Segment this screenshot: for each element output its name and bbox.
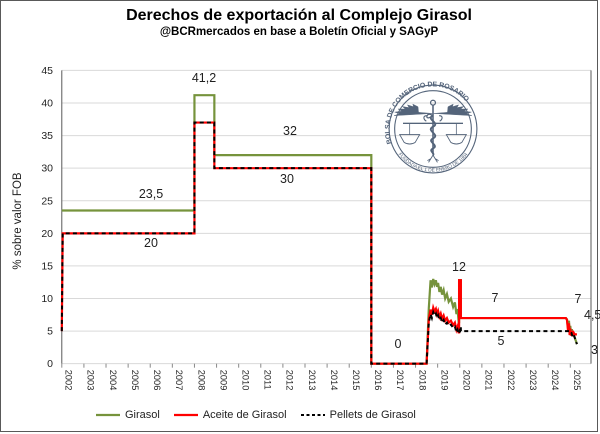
- svg-text:2019: 2019: [439, 370, 449, 391]
- svg-text:23,5: 23,5: [139, 187, 163, 201]
- svg-text:2005: 2005: [130, 370, 140, 391]
- svg-text:32: 32: [283, 124, 297, 138]
- svg-text:4,5: 4,5: [584, 308, 600, 322]
- svg-text:7: 7: [575, 292, 582, 306]
- svg-text:10: 10: [41, 293, 53, 305]
- svg-text:2011: 2011: [263, 370, 273, 390]
- svg-text:2015: 2015: [351, 370, 361, 391]
- svg-text:2008: 2008: [196, 370, 206, 391]
- svg-text:40: 40: [41, 98, 53, 110]
- svg-text:2006: 2006: [152, 370, 162, 391]
- svg-text:2016: 2016: [373, 370, 383, 391]
- svg-text:5: 5: [47, 326, 53, 338]
- svg-text:2023: 2023: [528, 370, 538, 391]
- svg-text:5: 5: [498, 334, 505, 348]
- svg-text:2025: 2025: [572, 370, 582, 391]
- svg-text:35: 35: [41, 130, 53, 142]
- svg-text:41,2: 41,2: [192, 71, 216, 85]
- svg-text:30: 30: [41, 163, 53, 175]
- svg-text:20: 20: [144, 236, 158, 250]
- svg-text:2020: 2020: [462, 370, 472, 391]
- svg-text:45: 45: [41, 65, 53, 77]
- svg-text:2018: 2018: [417, 370, 427, 391]
- svg-text:% sobre valor FOB: % sobre valor FOB: [12, 172, 24, 269]
- svg-text:30: 30: [280, 172, 294, 186]
- svg-text:2010: 2010: [241, 370, 251, 391]
- svg-text:2002: 2002: [64, 370, 74, 391]
- svg-text:2014: 2014: [329, 370, 339, 391]
- svg-text:2004: 2004: [108, 370, 118, 391]
- svg-text:2024: 2024: [550, 370, 560, 391]
- svg-text:0: 0: [395, 337, 402, 351]
- svg-text:25: 25: [41, 195, 53, 207]
- svg-text:2003: 2003: [86, 370, 96, 391]
- svg-text:2013: 2013: [307, 370, 317, 391]
- svg-text:2007: 2007: [174, 370, 184, 391]
- svg-text:3: 3: [591, 343, 598, 357]
- svg-text:15: 15: [41, 260, 53, 272]
- svg-text:2009: 2009: [218, 370, 228, 391]
- svg-text:20: 20: [41, 228, 53, 240]
- svg-text:0: 0: [47, 358, 53, 370]
- svg-text:2017: 2017: [395, 370, 405, 391]
- svg-text:12: 12: [452, 260, 466, 274]
- svg-text:2022: 2022: [506, 370, 516, 391]
- svg-text:2012: 2012: [285, 370, 295, 391]
- svg-text:7: 7: [492, 291, 499, 305]
- svg-text:2021: 2021: [484, 370, 494, 391]
